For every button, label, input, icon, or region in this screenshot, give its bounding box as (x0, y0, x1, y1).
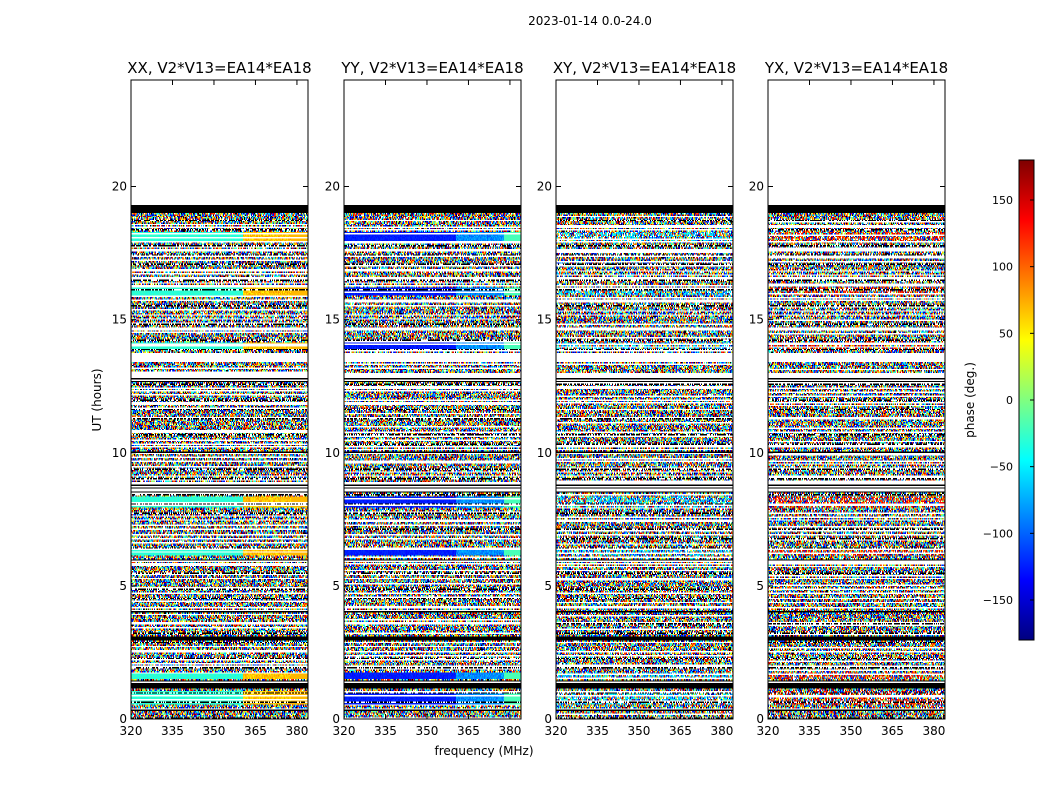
x-tick-label: 380 (285, 724, 308, 738)
colorbar-tick-label: 0 (1006, 394, 1013, 407)
phase-image-xx (131, 80, 308, 719)
axes-frame (767, 79, 946, 720)
colorbar-tick-label: 50 (999, 327, 1013, 340)
phase-image-xy (556, 80, 733, 719)
y-tick-label: 20 (112, 180, 127, 194)
x-axis-label: frequency (MHz) (434, 744, 533, 758)
x-tick-label: 335 (586, 724, 609, 738)
y-tick-label: 15 (749, 313, 764, 327)
x-tick-label: 365 (457, 724, 480, 738)
x-tick-label: 350 (840, 724, 863, 738)
x-tick-label: 380 (498, 724, 521, 738)
y-tick-label: 0 (119, 712, 127, 726)
x-tick-label: 350 (628, 724, 651, 738)
colorbar-tick-label: −100 (983, 527, 1013, 540)
panel-xx: XX, V2*V13=EA14*EA18 320 335 350 365 380 0 5 10 1… (112, 59, 312, 738)
x-tick-label: 380 (922, 724, 945, 738)
y-tick-label: 5 (756, 579, 764, 593)
panel-title: YY, V2*V13=EA14*EA18 (340, 59, 523, 77)
y-tick-label: 10 (325, 446, 340, 460)
y-tick-label: 10 (537, 446, 552, 460)
x-tick-label: 335 (374, 724, 397, 738)
colorbar: −150 −100 −50 0 50 100 150 phase (deg.) (963, 159, 1035, 641)
y-tick-label: 5 (332, 579, 340, 593)
x-tick-label: 320 (545, 724, 568, 738)
y-tick-label: 20 (749, 180, 764, 194)
y-axis-label: UT (hours) (90, 368, 104, 431)
phase-image-yy (344, 80, 521, 719)
y-tick-label: 5 (544, 579, 552, 593)
y-tick-label: 10 (112, 446, 127, 460)
axes-frame (130, 79, 309, 720)
y-tick-label: 0 (544, 712, 552, 726)
x-tick-label: 365 (881, 724, 904, 738)
x-tick-label: 335 (798, 724, 821, 738)
x-tick-label: 350 (416, 724, 439, 738)
y-tick-label: 0 (332, 712, 340, 726)
y-tick-label: 15 (537, 313, 552, 327)
colorbar-label: phase (deg.) (963, 362, 977, 438)
phase-image-yx (768, 80, 945, 719)
x-tick-label: 365 (244, 724, 267, 738)
x-tick-label: 365 (669, 724, 692, 738)
axes-frame (343, 79, 522, 720)
colorbar-tick-label: 100 (992, 261, 1013, 274)
x-tick-label: 320 (120, 724, 143, 738)
axes-frame (555, 79, 734, 720)
y-tick-label: 20 (537, 180, 552, 194)
y-tick-label: 5 (119, 579, 127, 593)
panel-yy: YY, V2*V13=EA14*EA18 320 335 350 365 380 0 5 10 1… (325, 59, 524, 738)
panel-title: XY, V2*V13=EA14*EA18 (553, 59, 736, 77)
panels-group: XX, V2*V13=EA14*EA18 320 335 350 365 380 0 5 10 1… (112, 59, 948, 738)
panel-xy: XY, V2*V13=EA14*EA18 320 335 350 365 380 0 5 10 1… (537, 59, 736, 738)
y-tick-label: 20 (325, 180, 340, 194)
colorbar-tick-label: −150 (983, 594, 1013, 607)
y-tick-label: 10 (749, 446, 764, 460)
y-tick-label: 0 (756, 712, 764, 726)
x-tick-label: 320 (333, 724, 356, 738)
colorbar-tick-label: 150 (992, 194, 1013, 207)
x-tick-label: 335 (161, 724, 184, 738)
x-tick-label: 380 (710, 724, 733, 738)
x-tick-label: 350 (203, 724, 226, 738)
y-tick-label: 15 (325, 313, 340, 327)
panel-title: YX, V2*V13=EA14*EA18 (764, 59, 948, 77)
x-tick-label: 320 (757, 724, 780, 738)
colorbar-tick-label: −50 (990, 461, 1013, 474)
y-tick-label: 15 (112, 313, 127, 327)
panel-title: XX, V2*V13=EA14*EA18 (127, 59, 311, 77)
panel-yx: YX, V2*V13=EA14*EA18 320 335 350 365 380 0 5 10 1… (749, 59, 948, 738)
figure-suptitle: 2023-01-14 0.0-24.0 (528, 14, 652, 28)
